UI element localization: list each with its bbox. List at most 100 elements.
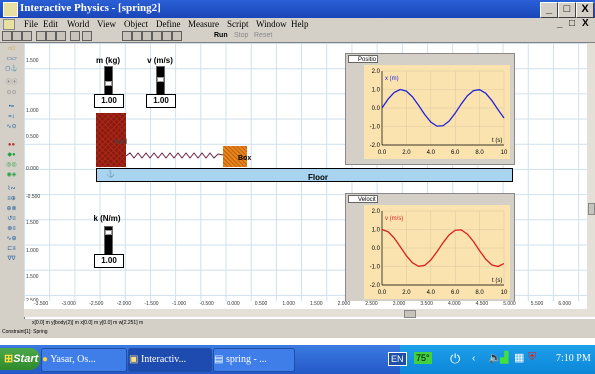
actuator-tool-icon[interactable]: ≡⊕ xyxy=(7,196,16,202)
velocity-graph-window[interactable]: Velocit 2.0 1.0 0.0 -1.0 -2.0 0.0 2.0 4.0 6.0 8.0… xyxy=(345,193,515,305)
security-shield-icon[interactable]: ⛨ xyxy=(528,351,537,363)
velocity-slider[interactable] xyxy=(156,66,165,95)
floor-body[interactable] xyxy=(96,168,513,182)
magnify-tool-icon[interactable] xyxy=(162,31,172,41)
restore-button[interactable]: □ xyxy=(558,2,576,18)
velocity-graph-title[interactable]: Velocit xyxy=(348,195,378,203)
menu-help[interactable]: Help xyxy=(291,19,309,29)
pin-tool-icon[interactable]: •= xyxy=(8,104,15,110)
rotate-tool-icon[interactable] xyxy=(132,31,142,41)
vertical-scroll-thumb[interactable] xyxy=(588,203,595,215)
damper-tool-icon[interactable]: ◆● xyxy=(7,152,16,158)
motor-tool-icon[interactable]: ⊕⊗ xyxy=(6,206,17,212)
button-tool-icon[interactable]: ⊏≡ xyxy=(7,246,16,252)
mass-slider[interactable] xyxy=(104,66,113,95)
position-graph-title[interactable]: Positio xyxy=(348,55,378,63)
menu-define[interactable]: Define xyxy=(156,19,181,29)
velocity-value[interactable]: 1.00 xyxy=(146,94,176,108)
task-interactive-physics[interactable]: ▣ Interactiv... xyxy=(128,348,212,372)
circle-tool-icon[interactable]: ○□ xyxy=(7,46,16,52)
separator-tool-icon[interactable]: ⌇∾ xyxy=(7,186,16,192)
menu-world[interactable]: World xyxy=(67,19,90,29)
network-icon[interactable]: ▦ xyxy=(514,352,525,364)
print-icon[interactable] xyxy=(70,31,80,41)
spring-k-value[interactable]: 1.00 xyxy=(94,254,124,268)
menu-script[interactable]: Script xyxy=(227,19,249,29)
close-button[interactable]: X xyxy=(576,2,594,18)
spring-k-slider-knob[interactable] xyxy=(105,230,112,235)
mass-value[interactable]: 1.00 xyxy=(94,94,124,108)
mass-slider-knob[interactable] xyxy=(105,81,112,86)
open-icon[interactable] xyxy=(12,31,22,41)
force-tool-icon[interactable]: ↺≡ xyxy=(7,216,16,222)
temperature-indicator[interactable]: 75° xyxy=(414,352,432,364)
anchor-tool-icon[interactable] xyxy=(172,31,182,41)
ruler-bottom-label: 2.500 xyxy=(365,301,378,307)
text-tool-icon[interactable] xyxy=(142,31,152,41)
horizontal-scroll-thumb[interactable] xyxy=(404,310,416,318)
ruler-left-label: 0.000 xyxy=(26,166,39,172)
polygon-tool-icon[interactable]: ▭▱ xyxy=(6,56,17,62)
mdi-restore-button[interactable]: □ xyxy=(569,18,576,29)
mdi-minimize-button[interactable]: _ xyxy=(557,18,563,29)
menu-window[interactable]: Window xyxy=(256,19,287,29)
spring-tool-icon[interactable]: ●● xyxy=(7,142,16,148)
save-icon[interactable] xyxy=(22,31,32,41)
menu-edit[interactable]: Edit xyxy=(43,19,58,29)
taskbar: ⊞Start ● Yasar, Os... ▣ Interactiv... ▤ … xyxy=(0,345,595,374)
spring-k-slider[interactable] xyxy=(104,226,113,255)
task-interactive-label: Interactiv... xyxy=(140,354,187,365)
horizontal-scrollbar[interactable] xyxy=(24,309,587,318)
cut-icon[interactable] xyxy=(36,31,46,41)
spring-element[interactable] xyxy=(126,148,224,160)
pointer-tool-icon[interactable] xyxy=(122,31,132,41)
x-axis-label: t (s) xyxy=(492,138,502,144)
reset-button[interactable]: Reset xyxy=(254,32,273,39)
menu-file[interactable]: File xyxy=(24,19,39,29)
power-plug-icon[interactable]: ⏻ xyxy=(450,351,461,366)
zoom-tool-icon[interactable] xyxy=(152,31,162,41)
minimize-button[interactable]: _ xyxy=(540,2,558,18)
help-icon[interactable] xyxy=(82,31,92,41)
mdi-close-button[interactable]: X xyxy=(582,18,589,29)
ruler-bottom-label: -3.500 xyxy=(34,301,49,307)
app-icon[interactable] xyxy=(3,2,18,17)
stop-button[interactable]: Stop xyxy=(234,32,249,39)
task-yasar[interactable]: ● Yasar, Os... xyxy=(41,348,127,372)
x-tick-label: 2.0 xyxy=(402,150,411,156)
signal-bars-icon[interactable]: ▟ xyxy=(500,352,509,364)
new-icon[interactable] xyxy=(2,31,12,41)
wall-body[interactable] xyxy=(96,113,126,167)
position-plot-area: 2.0 1.0 0.0 -1.0 -2.0 0.0 2.0 4.0 6.0 8.0 10 x (m) t… xyxy=(364,65,510,159)
rope-tool-icon[interactable]: ◎◎ xyxy=(6,162,17,168)
menu-view[interactable]: View xyxy=(97,19,116,29)
pulley-tool-icon[interactable]: ◉◈ xyxy=(6,172,17,178)
vertical-scrollbar[interactable] xyxy=(587,43,595,317)
x-tick-label: 8.0 xyxy=(475,290,484,296)
run-button[interactable]: Run xyxy=(214,32,228,39)
menu-object[interactable]: Object xyxy=(124,19,148,29)
joint-tool-icon[interactable]: ⦿⦿ xyxy=(5,80,18,86)
menu-measure[interactable]: Measure xyxy=(188,19,219,29)
torque-tool-icon[interactable]: ⊗≡ xyxy=(7,226,16,232)
interactive-physics-icon: ▣ xyxy=(129,354,139,365)
title-bar[interactable]: Interactive Physics - [spring2] _ □ X xyxy=(0,0,595,18)
split-tool-icon[interactable]: ⊙⊙ xyxy=(6,90,17,96)
velocity-slider-knob[interactable] xyxy=(157,77,164,82)
document-icon[interactable] xyxy=(3,19,15,30)
slider-tool-icon[interactable]: ∇∇ xyxy=(7,256,16,262)
copy-icon[interactable] xyxy=(46,31,56,41)
clock[interactable]: 7:10 PM xyxy=(556,353,591,364)
start-button[interactable]: ⊞Start xyxy=(0,348,40,370)
paste-icon[interactable] xyxy=(56,31,66,41)
anchor-tool-icon[interactable]: ◻⚓ xyxy=(5,66,18,72)
language-indicator[interactable]: EN xyxy=(388,352,407,366)
slot-tool-icon[interactable]: =↕ xyxy=(8,114,15,120)
volume-icon[interactable]: 🔈 xyxy=(488,352,502,364)
position-graph-window[interactable]: Positio 2.0 1.0 0.0 -1.0 -2.0 0.0 2.0 4.0 6.0 8.0… xyxy=(345,53,515,165)
rod-tool-icon[interactable]: ∿⊙ xyxy=(6,124,17,130)
velocity-plot: 2.01.00.0-1.0-2.00.0 2.0 4.0 6.0 8.0 10v (m/s… xyxy=(370,209,508,296)
task-spring[interactable]: ▤ spring - ... xyxy=(213,348,295,372)
meter-tool-icon[interactable]: ∿⊕ xyxy=(6,236,17,242)
box-body[interactable] xyxy=(223,146,247,167)
